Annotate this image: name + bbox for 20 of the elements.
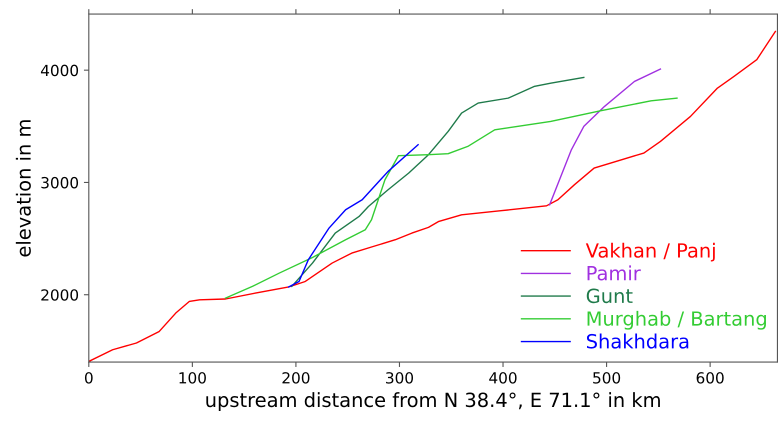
x-tick-label: 200 (282, 372, 310, 384)
x-axis-title: upstream distance from N 38.4°, E 71.1° in km (206, 392, 660, 411)
y-axis-title: elevation in m (16, 120, 31, 256)
line-series (288, 144, 419, 288)
x-tick-label: 300 (386, 372, 414, 384)
y-tick-label: 2000 (41, 289, 78, 301)
legend-label: Vakhan / Panj (586, 242, 715, 262)
x-tick-label: 100 (179, 372, 206, 384)
legend-label: Shakhdara (586, 334, 688, 349)
x-tick-label: 500 (593, 372, 620, 384)
x-tick-label: 600 (696, 372, 724, 384)
y-tick-label: 3000 (41, 176, 78, 188)
legend-label: Murghab / Bartang (588, 310, 766, 330)
x-tick-label: 0 (84, 372, 93, 384)
line-series (291, 76, 584, 288)
x-tick-label: 400 (489, 372, 517, 384)
line-series (548, 68, 662, 206)
y-tick-label: 4000 (40, 64, 78, 76)
legend-label: Gunt (586, 288, 633, 304)
legend-label: Pamir (588, 265, 641, 280)
